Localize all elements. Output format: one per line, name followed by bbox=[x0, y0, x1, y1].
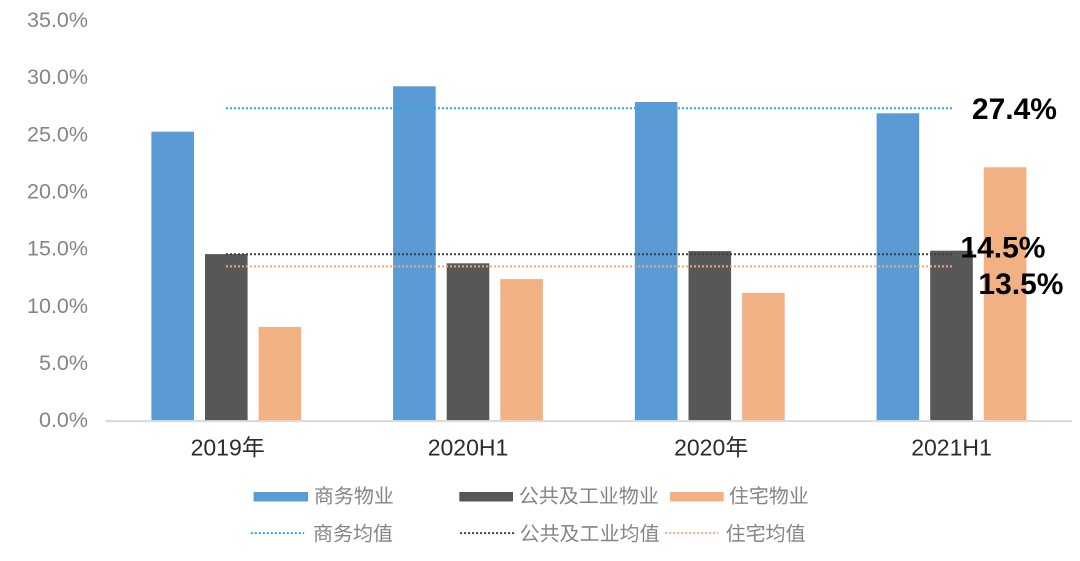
svg-text:13.5%: 13.5% bbox=[978, 268, 1063, 301]
svg-text:2020H1: 2020H1 bbox=[428, 435, 509, 461]
svg-text:35.0%: 35.0% bbox=[27, 8, 88, 32]
svg-text:15.0%: 15.0% bbox=[27, 237, 88, 261]
svg-text:2020: 2020 bbox=[674, 435, 725, 461]
svg-text:14.5%: 14.5% bbox=[960, 232, 1045, 265]
svg-text:25.0%: 25.0% bbox=[27, 122, 88, 146]
svg-text:2021H1: 2021H1 bbox=[911, 435, 992, 461]
svg-text:10.0%: 10.0% bbox=[27, 294, 88, 318]
svg-text:30.0%: 30.0% bbox=[27, 65, 88, 89]
svg-text:2019: 2019 bbox=[191, 435, 242, 461]
svg-text:0.0%: 0.0% bbox=[39, 408, 88, 432]
svg-text:27.4%: 27.4% bbox=[972, 93, 1057, 126]
svg-text:20.0%: 20.0% bbox=[27, 180, 88, 204]
svg-text:5.0%: 5.0% bbox=[39, 351, 88, 375]
